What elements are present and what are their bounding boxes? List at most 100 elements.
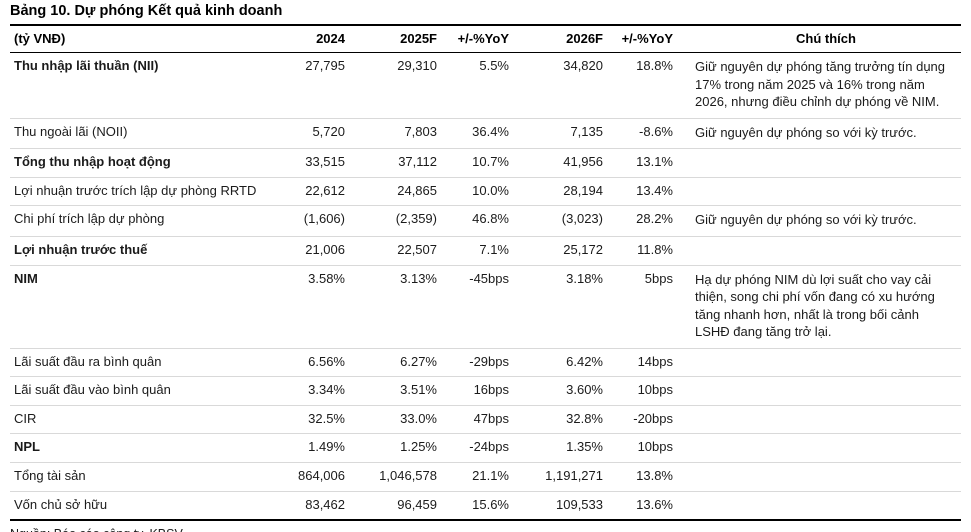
table-row: NPL 1.49% 1.25% -24bps 1.35% 10bps [10, 433, 961, 464]
cell-2025f: 1,046,578 [349, 462, 441, 492]
table-row: Thu nhập lãi thuần (NII) 27,795 29,310 5.5%… [10, 52, 961, 119]
cell-2024: (1,606) [263, 205, 349, 237]
cell-note: Giữ nguyên dự phóng so với kỳ trước. [677, 118, 961, 150]
cell-yoy-2026: 14bps [607, 348, 677, 378]
cell-2026f: 7,135 [513, 118, 607, 150]
cell-note [677, 491, 961, 522]
cell-note [677, 376, 961, 406]
row-label: Thu nhập lãi thuần (NII) [10, 52, 263, 119]
cell-yoy-2025: 15.6% [441, 491, 513, 522]
col-header-yoy-2025: +/-%YoY [441, 24, 513, 53]
cell-2024: 83,462 [263, 491, 349, 522]
cell-note: Giữ nguyên dự phóng tăng trưởng tín dụng… [677, 52, 961, 119]
source-note: Nguồn: Báo cáo công ty, KBSV [10, 527, 961, 532]
cell-2024: 3.34% [263, 376, 349, 406]
cell-2026f: 28,194 [513, 177, 607, 207]
cell-2026f: 25,172 [513, 236, 607, 266]
table-header-row: (tỷ VNĐ) 2024 2025F +/-%YoY 2026F +/-%Yo… [10, 24, 961, 53]
cell-note [677, 405, 961, 435]
table-row: Tổng tài sản 864,006 1,046,578 21.1% 1,191,2… [10, 462, 961, 492]
table-title: Bảng 10. Dự phóng Kết quả kinh doanh [10, 3, 283, 19]
cell-2026f: (3,023) [513, 205, 607, 237]
cell-yoy-2025: 10.7% [441, 148, 513, 178]
row-label: Lãi suất đầu ra bình quân [10, 348, 263, 378]
row-label: Chi phí trích lập dự phòng [10, 205, 263, 237]
cell-yoy-2025: 16bps [441, 376, 513, 406]
table-row: Tổng thu nhập hoạt động 33,515 37,112 10.7%… [10, 148, 961, 178]
cell-yoy-2025: 10.0% [441, 177, 513, 207]
cell-yoy-2026: 13.6% [607, 491, 677, 522]
cell-yoy-2025: -24bps [441, 433, 513, 464]
table-body: Thu nhập lãi thuần (NII) 27,795 29,310 5.5%… [10, 52, 961, 522]
table-row: Chi phí trích lập dự phòng (1,606) (2,359)… [10, 205, 961, 237]
cell-yoy-2026: 28.2% [607, 205, 677, 237]
cell-2025f: (2,359) [349, 205, 441, 237]
table-row: Lợi nhuận trước trích lập dự phòng RRTD 2… [10, 177, 961, 207]
cell-2025f: 6.27% [349, 348, 441, 378]
cell-yoy-2025: 47bps [441, 405, 513, 435]
cell-yoy-2026: 13.8% [607, 462, 677, 492]
table-row: Thu ngoài lãi (NOII) 5,720 7,803 36.4% 7,135… [10, 118, 961, 150]
cell-yoy-2025: -45bps [441, 265, 513, 349]
cell-2025f: 3.13% [349, 265, 441, 349]
forecast-table: (tỷ VNĐ) 2024 2025F +/-%YoY 2026F +/-%Yo… [10, 24, 961, 522]
cell-2026f: 6.42% [513, 348, 607, 378]
cell-2026f: 1,191,271 [513, 462, 607, 492]
cell-yoy-2026: 10bps [607, 433, 677, 464]
cell-yoy-2026: 18.8% [607, 52, 677, 119]
cell-note [677, 348, 961, 378]
cell-yoy-2025: 36.4% [441, 118, 513, 150]
table-row: Lãi suất đầu vào bình quân 3.34% 3.51% 16bp… [10, 376, 961, 406]
cell-2025f: 37,112 [349, 148, 441, 178]
col-header-unit: (tỷ VNĐ) [10, 24, 263, 53]
cell-2024: 27,795 [263, 52, 349, 119]
cell-2026f: 32.8% [513, 405, 607, 435]
cell-2024: 5,720 [263, 118, 349, 150]
cell-note [677, 148, 961, 178]
cell-2024: 32.5% [263, 405, 349, 435]
cell-2026f: 3.18% [513, 265, 607, 349]
cell-2025f: 7,803 [349, 118, 441, 150]
cell-yoy-2025: -29bps [441, 348, 513, 378]
row-label: Lãi suất đầu vào bình quân [10, 376, 263, 406]
cell-2024: 1.49% [263, 433, 349, 464]
cell-note [677, 177, 961, 207]
row-label: CIR [10, 405, 263, 435]
cell-yoy-2026: 11.8% [607, 236, 677, 266]
table-row: Lãi suất đầu ra bình quân 6.56% 6.27% -29bp… [10, 348, 961, 378]
cell-note [677, 433, 961, 464]
col-header-2025f: 2025F [349, 24, 441, 53]
cell-yoy-2025: 7.1% [441, 236, 513, 266]
cell-yoy-2025: 21.1% [441, 462, 513, 492]
cell-yoy-2026: 10bps [607, 376, 677, 406]
cell-2024: 21,006 [263, 236, 349, 266]
cell-2024: 3.58% [263, 265, 349, 349]
row-label: Thu ngoài lãi (NOII) [10, 118, 263, 150]
cell-2024: 864,006 [263, 462, 349, 492]
row-label: Lợi nhuận trước thuế [10, 236, 263, 266]
cell-2025f: 29,310 [349, 52, 441, 119]
cell-yoy-2026: 13.4% [607, 177, 677, 207]
cell-2026f: 3.60% [513, 376, 607, 406]
row-label: Tổng tài sản [10, 462, 263, 492]
cell-2026f: 34,820 [513, 52, 607, 119]
cell-note: Hạ dự phóng NIM dù lợi suất cho vay cải … [677, 265, 961, 349]
col-header-note: Chú thích [677, 24, 961, 53]
col-header-yoy-2026: +/-%YoY [607, 24, 677, 53]
row-label: Lợi nhuận trước trích lập dự phòng RRTD [10, 177, 263, 207]
cell-2025f: 3.51% [349, 376, 441, 406]
cell-2026f: 1.35% [513, 433, 607, 464]
table-row: NIM 3.58% 3.13% -45bps 3.18% 5bps Hạ dự phóng … [10, 265, 961, 349]
cell-yoy-2025: 46.8% [441, 205, 513, 237]
cell-2026f: 109,533 [513, 491, 607, 522]
col-header-2026f: 2026F [513, 24, 607, 53]
col-header-2024: 2024 [263, 24, 349, 53]
cell-note [677, 462, 961, 492]
cell-2025f: 1.25% [349, 433, 441, 464]
cell-2025f: 22,507 [349, 236, 441, 266]
row-label: Vốn chủ sở hữu [10, 491, 263, 522]
cell-2024: 6.56% [263, 348, 349, 378]
cell-2026f: 41,956 [513, 148, 607, 178]
